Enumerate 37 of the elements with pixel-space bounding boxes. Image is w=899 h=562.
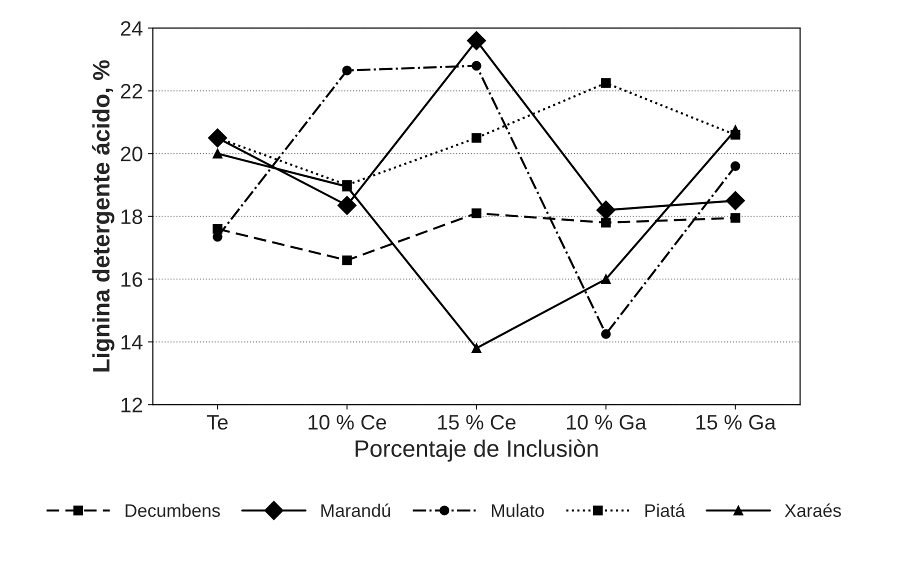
point xyxy=(730,125,740,135)
point xyxy=(342,66,352,76)
y-tick-label: 22 xyxy=(120,84,142,98)
y-axis-title: Lignina detergente ácido, % xyxy=(92,60,114,372)
point xyxy=(601,218,611,228)
legend-label: Piatá xyxy=(645,504,686,517)
x-tick-label: 10 % Ga xyxy=(566,414,646,430)
legend-label: Xaraés xyxy=(784,504,841,517)
point xyxy=(601,274,611,284)
point xyxy=(212,148,222,158)
point xyxy=(730,213,740,223)
legend-label: Decumbens xyxy=(126,504,220,517)
point xyxy=(472,208,482,218)
y-tick-label: 24 xyxy=(120,21,142,36)
x-axis-title: Porcentaje de Inclusiòn xyxy=(356,439,598,462)
point xyxy=(342,255,352,266)
x-tick-label: 15 % Ga xyxy=(696,414,776,430)
y-tick-label: 18 xyxy=(122,209,142,224)
y-tick-label: 14 xyxy=(122,335,142,350)
point xyxy=(596,200,616,220)
point xyxy=(730,161,740,172)
point xyxy=(472,133,482,143)
legend-label: Marandú xyxy=(321,504,390,517)
x-tick-label: 10 % Ce xyxy=(308,414,386,430)
x-tick-label: 15 % Ce xyxy=(438,414,516,430)
y-tick-label: 12 xyxy=(122,398,142,412)
point xyxy=(466,31,486,50)
point xyxy=(601,78,611,88)
y-tick-label: 16 xyxy=(122,272,142,287)
point xyxy=(472,60,482,71)
x-tick-label: Te xyxy=(207,415,228,430)
y-tick-label: 20 xyxy=(120,146,142,162)
legend-label: Mulato xyxy=(492,504,544,517)
point xyxy=(726,191,745,210)
point xyxy=(337,196,357,215)
point xyxy=(472,343,482,354)
point xyxy=(601,329,611,339)
